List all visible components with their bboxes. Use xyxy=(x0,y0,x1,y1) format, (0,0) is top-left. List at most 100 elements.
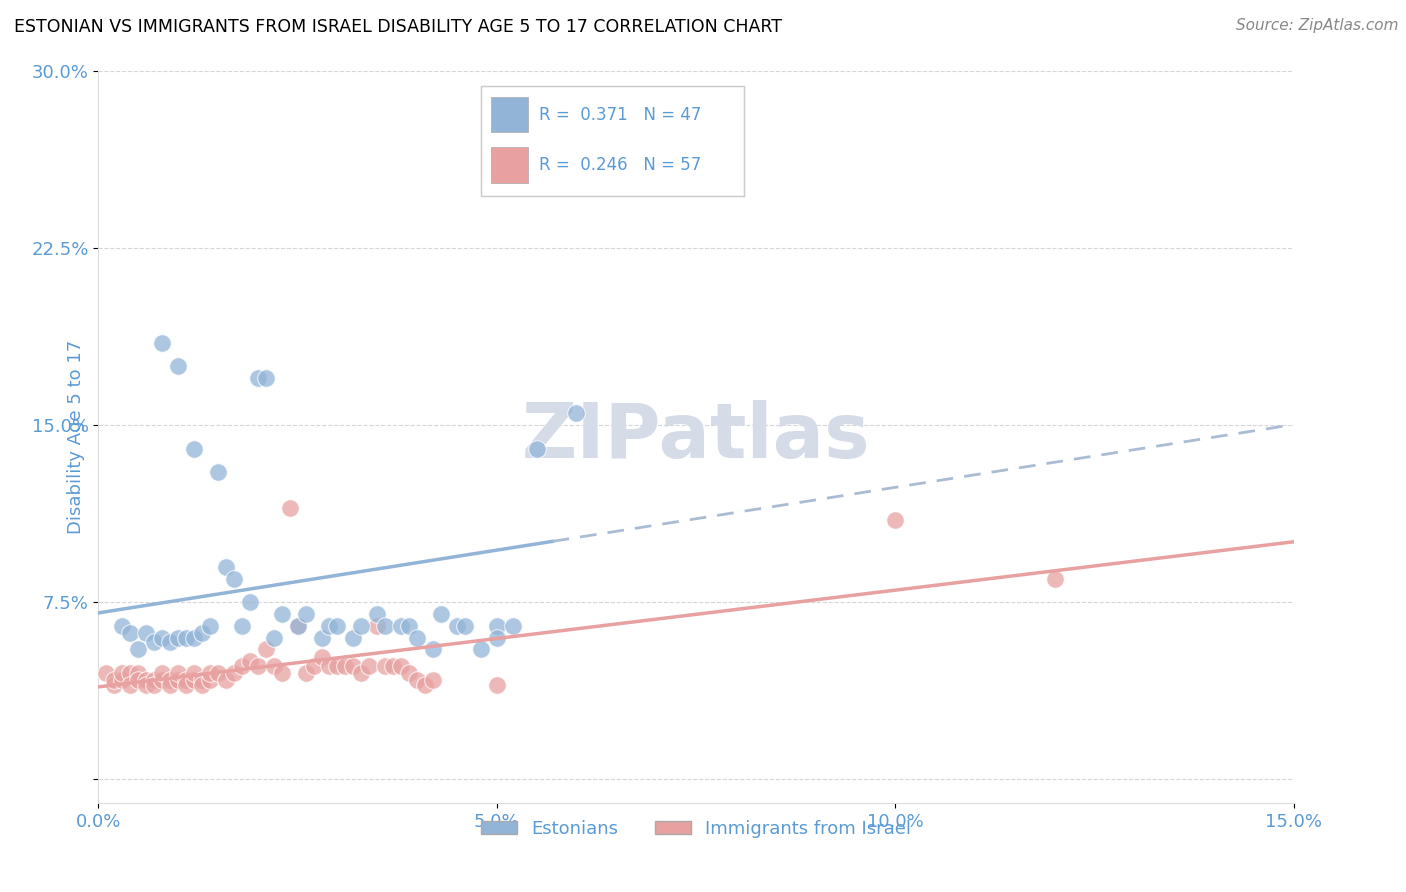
Point xyxy=(350,619,373,633)
Point xyxy=(215,559,238,574)
Text: ESTONIAN VS IMMIGRANTS FROM ISRAEL DISABILITY AGE 5 TO 17 CORRELATION CHART: ESTONIAN VS IMMIGRANTS FROM ISRAEL DISAB… xyxy=(14,18,782,36)
Point xyxy=(406,631,429,645)
Point xyxy=(389,619,412,633)
Point xyxy=(287,619,309,633)
Y-axis label: Disability Age 5 to 17: Disability Age 5 to 17 xyxy=(66,340,84,534)
Point xyxy=(884,513,907,527)
Point xyxy=(565,407,588,421)
Point xyxy=(263,659,285,673)
Point xyxy=(485,631,508,645)
Point xyxy=(318,619,340,633)
Point xyxy=(120,666,142,681)
Point xyxy=(326,619,349,633)
Point xyxy=(374,619,396,633)
Point xyxy=(254,371,277,385)
Point xyxy=(111,673,134,687)
Point xyxy=(342,631,364,645)
Point xyxy=(143,673,166,687)
Point xyxy=(413,678,436,692)
Point xyxy=(191,673,214,687)
Point xyxy=(207,466,229,480)
Point xyxy=(150,631,173,645)
Point xyxy=(135,626,157,640)
Point xyxy=(311,631,333,645)
Point xyxy=(215,673,238,687)
Point xyxy=(1043,572,1066,586)
Point xyxy=(174,631,197,645)
Point xyxy=(446,619,468,633)
Point xyxy=(246,371,269,385)
Legend: Estonians, Immigrants from Israel: Estonians, Immigrants from Israel xyxy=(474,813,918,845)
Point xyxy=(103,673,125,687)
Point xyxy=(174,673,197,687)
Point xyxy=(278,500,301,515)
Point xyxy=(150,335,173,350)
Point xyxy=(103,678,125,692)
Point xyxy=(366,607,388,621)
Point xyxy=(198,666,221,681)
Point xyxy=(239,654,262,668)
Point xyxy=(150,666,173,681)
Point xyxy=(359,659,381,673)
Point xyxy=(422,673,444,687)
Point xyxy=(135,678,157,692)
Point xyxy=(127,673,149,687)
Point xyxy=(470,642,492,657)
Point xyxy=(135,673,157,687)
Point xyxy=(183,631,205,645)
Point xyxy=(167,359,190,374)
Point xyxy=(270,666,292,681)
Point xyxy=(502,619,524,633)
Point xyxy=(294,666,316,681)
Point xyxy=(231,619,253,633)
Point xyxy=(222,666,245,681)
Point xyxy=(669,135,692,149)
Point xyxy=(263,631,285,645)
Point xyxy=(302,659,325,673)
Point xyxy=(422,642,444,657)
Point xyxy=(430,607,453,621)
Point xyxy=(183,442,205,456)
Point xyxy=(159,673,181,687)
Point xyxy=(159,635,181,649)
Point xyxy=(318,659,340,673)
Point xyxy=(374,659,396,673)
Point xyxy=(111,666,134,681)
Point xyxy=(335,659,357,673)
Point xyxy=(311,649,333,664)
Point xyxy=(127,666,149,681)
Point xyxy=(526,442,548,456)
Point xyxy=(183,666,205,681)
Point xyxy=(239,595,262,609)
Point xyxy=(150,673,173,687)
Point xyxy=(198,673,221,687)
Point xyxy=(454,619,477,633)
Point xyxy=(398,666,420,681)
Point xyxy=(485,619,508,633)
Point xyxy=(294,607,316,621)
Point xyxy=(382,659,405,673)
Point xyxy=(287,619,309,633)
Point xyxy=(198,619,221,633)
Point xyxy=(120,678,142,692)
Point xyxy=(398,619,420,633)
Point xyxy=(191,678,214,692)
Point xyxy=(231,659,253,673)
Point xyxy=(270,607,292,621)
Point xyxy=(96,666,118,681)
Point xyxy=(350,666,373,681)
Point xyxy=(159,678,181,692)
Point xyxy=(207,666,229,681)
Point xyxy=(222,572,245,586)
Point xyxy=(406,673,429,687)
Point xyxy=(111,619,134,633)
Point xyxy=(254,642,277,657)
Point xyxy=(120,626,142,640)
Point xyxy=(143,678,166,692)
Point xyxy=(174,678,197,692)
Point xyxy=(326,659,349,673)
Text: Source: ZipAtlas.com: Source: ZipAtlas.com xyxy=(1236,18,1399,33)
Point xyxy=(167,673,190,687)
Point xyxy=(167,631,190,645)
Point xyxy=(389,659,412,673)
